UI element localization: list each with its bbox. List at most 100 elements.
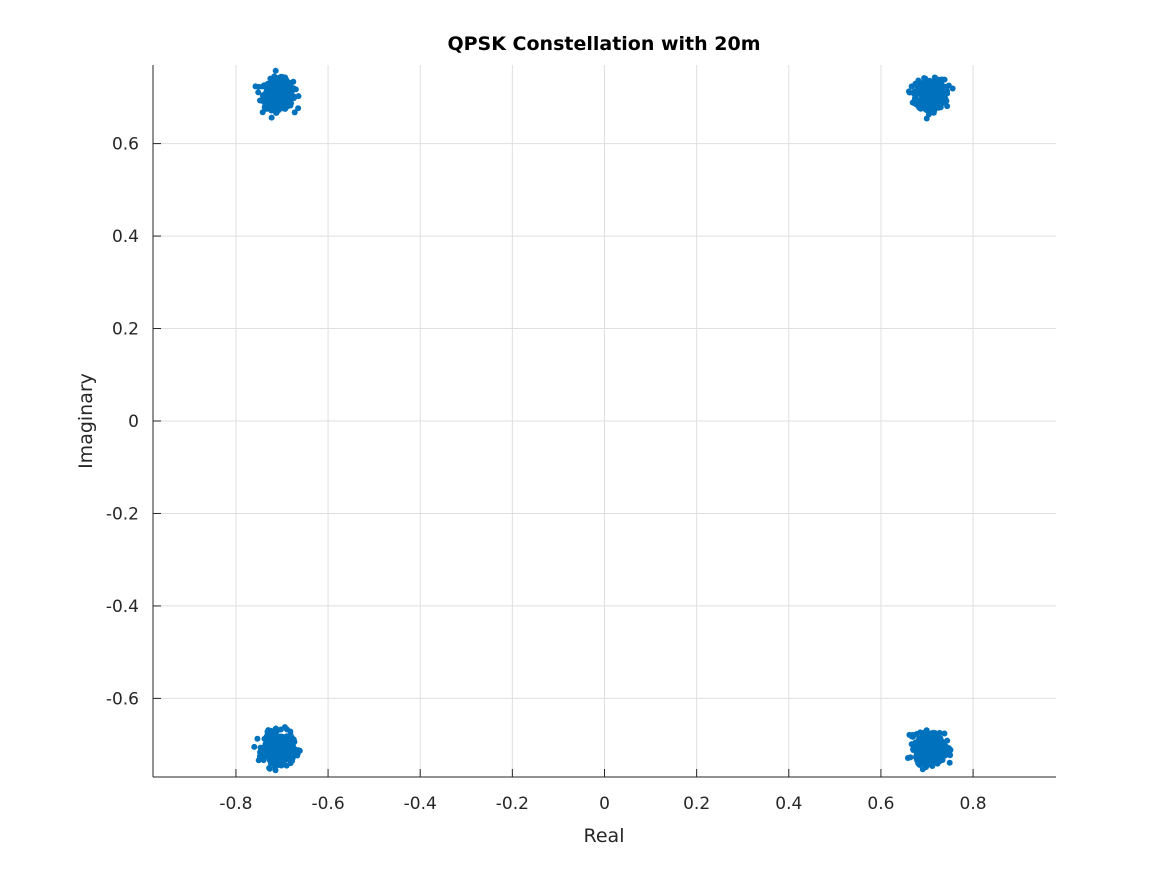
data-point bbox=[946, 759, 953, 766]
data-point bbox=[929, 763, 936, 770]
data-point bbox=[257, 755, 264, 762]
data-point bbox=[937, 91, 944, 98]
data-point bbox=[916, 104, 923, 111]
x-tick-label: 0.2 bbox=[683, 794, 710, 814]
data-point bbox=[942, 98, 949, 105]
data-point bbox=[923, 727, 930, 734]
y-tick-label: 0 bbox=[128, 412, 139, 432]
data-point bbox=[274, 737, 281, 744]
data-point bbox=[255, 89, 262, 96]
data-point bbox=[295, 93, 302, 100]
x-tick-label: -0.2 bbox=[496, 794, 529, 814]
x-tick-label: 0 bbox=[599, 794, 610, 814]
data-point bbox=[276, 80, 283, 87]
data-point bbox=[930, 87, 937, 94]
data-point bbox=[285, 87, 292, 94]
data-point bbox=[273, 751, 280, 758]
data-point bbox=[918, 747, 925, 754]
data-point bbox=[285, 747, 292, 754]
data-point bbox=[284, 93, 291, 100]
data-point bbox=[279, 734, 286, 741]
data-point bbox=[934, 760, 941, 767]
y-tick-label: -0.2 bbox=[106, 504, 139, 524]
data-point bbox=[268, 750, 275, 757]
data-point bbox=[270, 98, 277, 105]
y-tick-label: -0.4 bbox=[106, 597, 139, 617]
data-point bbox=[292, 86, 299, 93]
data-point bbox=[930, 758, 937, 765]
y-tick-label: 0.2 bbox=[112, 320, 139, 340]
data-point bbox=[287, 740, 294, 747]
x-tick-label: 0.4 bbox=[775, 794, 802, 814]
data-point bbox=[266, 765, 273, 772]
data-point bbox=[907, 754, 914, 761]
x-axis-label: Real bbox=[584, 825, 625, 847]
data-point bbox=[291, 109, 298, 116]
data-point bbox=[271, 93, 278, 100]
data-point bbox=[922, 106, 929, 113]
data-point bbox=[289, 736, 296, 743]
data-point bbox=[296, 747, 303, 754]
y-ticks: -0.6 -0.4 -0.2 0 0.2 0.4 0.6 bbox=[106, 135, 161, 709]
data-point bbox=[939, 746, 946, 753]
x-tick-label: 0.6 bbox=[867, 794, 894, 814]
data-point bbox=[932, 750, 939, 757]
data-point bbox=[272, 726, 279, 733]
data-point bbox=[925, 94, 932, 101]
x-tick-label: 0.8 bbox=[960, 794, 987, 814]
x-tick-label: -0.4 bbox=[404, 794, 437, 814]
data-point bbox=[905, 88, 912, 95]
grid bbox=[153, 65, 1056, 777]
data-point bbox=[922, 75, 929, 82]
data-point bbox=[933, 742, 940, 749]
data-point bbox=[941, 730, 948, 737]
data-point bbox=[263, 736, 270, 743]
data-point bbox=[276, 761, 283, 768]
data-point bbox=[927, 750, 934, 757]
plot-area bbox=[251, 67, 956, 774]
scatter-points bbox=[251, 67, 956, 774]
data-point bbox=[938, 79, 945, 86]
x-tick-label: -0.8 bbox=[219, 794, 252, 814]
data-point bbox=[285, 81, 292, 88]
data-point bbox=[924, 738, 931, 745]
data-point bbox=[291, 749, 298, 756]
data-point bbox=[266, 88, 273, 95]
data-point bbox=[942, 752, 949, 759]
chart-title: QPSK Constellation with 20m bbox=[447, 33, 760, 55]
data-point bbox=[913, 88, 920, 95]
data-point bbox=[287, 760, 294, 767]
data-point bbox=[936, 733, 943, 740]
data-point bbox=[251, 743, 258, 750]
data-point bbox=[269, 757, 276, 764]
data-point bbox=[259, 745, 266, 751]
data-point bbox=[929, 733, 936, 740]
x-tick-label: -0.6 bbox=[311, 794, 344, 814]
data-point bbox=[916, 735, 923, 742]
data-point bbox=[939, 757, 946, 764]
data-point bbox=[929, 105, 936, 112]
y-tick-label: 0.4 bbox=[112, 227, 139, 247]
data-point bbox=[254, 735, 261, 742]
y-tick-label: -0.6 bbox=[106, 689, 139, 709]
data-point bbox=[945, 745, 952, 752]
data-point bbox=[919, 766, 926, 773]
data-point bbox=[918, 91, 925, 98]
data-point bbox=[911, 100, 918, 107]
data-point bbox=[268, 114, 275, 121]
data-point bbox=[914, 757, 921, 764]
data-point bbox=[924, 86, 931, 93]
data-point bbox=[912, 739, 919, 746]
data-point bbox=[295, 105, 302, 112]
data-point bbox=[265, 727, 272, 734]
y-axis-label: Imaginary bbox=[75, 373, 97, 469]
data-point bbox=[917, 729, 924, 736]
x-ticks: -0.8 -0.6 -0.4 -0.2 0 0.2 0.4 0.6 0.8 bbox=[219, 769, 987, 814]
data-point bbox=[264, 83, 271, 90]
data-point bbox=[945, 82, 952, 89]
data-point bbox=[910, 733, 917, 740]
data-point bbox=[259, 109, 266, 116]
data-point bbox=[262, 96, 269, 103]
data-point bbox=[278, 103, 285, 110]
